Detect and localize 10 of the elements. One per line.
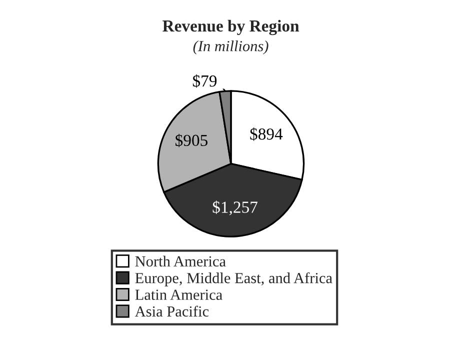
legend-label: Asia Pacific [134,306,209,317]
chart-subtitle: (In millions) [193,40,268,54]
data-label: $1,257 [212,200,258,216]
data-label: $905 [176,134,208,148]
data-label: $79 [192,74,217,88]
chart-title: Revenue by Region [162,20,300,36]
legend-label: North America [135,256,226,267]
legend-label: Europe, Middle East, and Africa [135,272,332,286]
data-label: $894 [250,127,283,141]
legend-label: Latin America [135,290,222,300]
